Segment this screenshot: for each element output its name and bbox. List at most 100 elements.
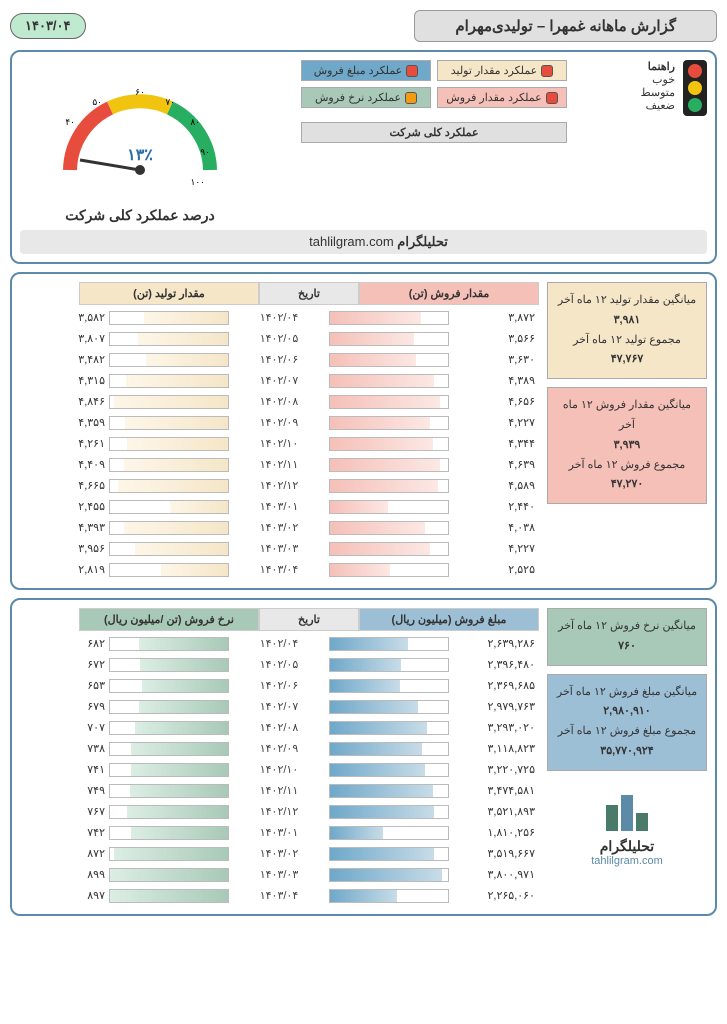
left-value: ۳,۵۸۲: [49, 311, 109, 324]
data-row: ۲,۶۳۹,۲۸۶۱۴۰۲/۰۴۶۸۲: [20, 633, 539, 654]
left-bar: [109, 563, 229, 577]
right-value: ۴,۳۸۹: [449, 374, 539, 387]
right-bar: [329, 395, 449, 409]
left-value: ۴,۳۱۵: [49, 374, 109, 387]
left-bar: [109, 458, 229, 472]
data-row: ۳,۲۲۰,۷۲۵۱۴۰۲/۱۰۷۴۱: [20, 759, 539, 780]
legend-sales-amt: عملکرد مبلغ فروش: [301, 60, 431, 81]
left-value: ۲,۴۵۵: [49, 500, 109, 513]
row-date: ۱۴۰۳/۰۳: [229, 542, 329, 555]
left-value: ۳,۹۵۶: [49, 542, 109, 555]
row-date: ۱۴۰۲/۱۲: [229, 479, 329, 492]
right-value: ۱,۸۱۰,۲۵۶: [449, 826, 539, 839]
qty-right-header: مقدار فروش (تن): [359, 282, 539, 305]
data-row: ۳,۸۰۰,۹۷۱۱۴۰۳/۰۳۸۹۹: [20, 864, 539, 885]
left-value: ۸۷۲: [49, 847, 109, 860]
data-row: ۴,۳۸۹۱۴۰۲/۰۷۴,۳۱۵: [20, 370, 539, 391]
row-date: ۱۴۰۲/۱۱: [229, 784, 329, 797]
right-value: ۳,۵۶۶: [449, 332, 539, 345]
right-bar: [329, 416, 449, 430]
svg-text:۷۰: ۷۰: [165, 97, 175, 107]
right-bar: [329, 721, 449, 735]
right-bar: [329, 805, 449, 819]
row-date: ۱۴۰۲/۰۹: [229, 742, 329, 755]
left-value: ۴,۳۹۳: [49, 521, 109, 534]
row-date: ۱۴۰۲/۰۴: [229, 637, 329, 650]
data-row: ۲,۳۶۹,۶۸۵۱۴۰۲/۰۶۶۵۳: [20, 675, 539, 696]
report-title: گزارش ماهانه غمهرا – تولیدی‌مهرام: [414, 10, 717, 42]
right-value: ۳,۸۷۲: [449, 311, 539, 324]
right-value: ۴,۰۳۸: [449, 521, 539, 534]
row-date: ۱۴۰۲/۱۰: [229, 437, 329, 450]
left-bar: [109, 679, 229, 693]
guide-medium: متوسط: [640, 86, 675, 99]
summary-box: میانگین مقدار فروش ۱۲ ماه آخر۳,۹۳۹مجموع …: [547, 387, 707, 504]
right-bar: [329, 500, 449, 514]
summary-box: میانگین مقدار تولید ۱۲ ماه آخر۳,۹۸۱مجموع…: [547, 282, 707, 379]
rate-chart: مبلغ فروش (میلیون ریال) تاریخ نرخ فروش (…: [20, 608, 539, 906]
right-value: ۳,۲۹۳,۰۲۰: [449, 721, 539, 734]
right-value: ۲,۹۷۹,۷۶۳: [449, 700, 539, 713]
row-date: ۱۴۰۲/۱۰: [229, 763, 329, 776]
left-bar: [109, 805, 229, 819]
left-bar: [109, 889, 229, 903]
traffic-light-icon: [683, 60, 707, 116]
right-bar: [329, 784, 449, 798]
left-bar: [109, 826, 229, 840]
right-value: ۲,۲۶۵,۰۶۰: [449, 889, 539, 902]
left-bar: [109, 479, 229, 493]
right-bar: [329, 742, 449, 756]
left-bar: [109, 332, 229, 346]
data-row: ۳,۱۱۸,۸۲۳ ۱۴۰۲/۰۹ ۷۳۸: [20, 738, 539, 759]
data-row: ۳,۸۷۲ ۱۴۰۲/۰۴ ۳,۵۸۲: [20, 307, 539, 328]
data-row: ۴,۶۳۹۱۴۰۲/۱۱۴,۴۰۹: [20, 454, 539, 475]
right-bar: [329, 826, 449, 840]
data-row: ۴,۰۳۸ ۱۴۰۳/۰۲ ۴,۳۹۳: [20, 517, 539, 538]
row-date: ۱۴۰۳/۰۱: [229, 826, 329, 839]
svg-text:۵۰: ۵۰: [92, 97, 102, 107]
row-date: ۱۴۰۳/۰۲: [229, 847, 329, 860]
right-bar: [329, 700, 449, 714]
header-panel: راهنما خوب متوسط ضعیف عملکرد مقدار تولید…: [10, 50, 717, 264]
left-bar: [109, 416, 229, 430]
left-value: ۴,۶۶۵: [49, 479, 109, 492]
left-value: ۶۵۳: [49, 679, 109, 692]
right-value: ۴,۲۲۷: [449, 542, 539, 555]
left-value: ۴,۴۰۹: [49, 458, 109, 471]
right-bar: [329, 868, 449, 882]
left-value: ۸۹۹: [49, 868, 109, 881]
svg-text:۴۰: ۴۰: [65, 117, 75, 127]
left-value: ۷۴۲: [49, 826, 109, 839]
row-date: ۱۴۰۲/۰۶: [229, 679, 329, 692]
data-row: ۲,۳۹۶,۴۸۰۱۴۰۲/۰۵۶۷۲: [20, 654, 539, 675]
right-bar: [329, 637, 449, 651]
guide-weak: ضعیف: [640, 99, 675, 112]
row-date: ۱۴۰۳/۰۴: [229, 889, 329, 902]
row-date: ۱۴۰۳/۰۳: [229, 868, 329, 881]
right-bar: [329, 658, 449, 672]
left-bar: [109, 721, 229, 735]
data-row: ۳,۶۳۰۱۴۰۲/۰۶۳,۴۸۲: [20, 349, 539, 370]
row-date: ۱۴۰۲/۰۴: [229, 311, 329, 324]
left-bar: [109, 521, 229, 535]
right-value: ۲,۴۴۰: [449, 500, 539, 513]
left-value: ۷۶۷: [49, 805, 109, 818]
left-value: ۴,۳۵۹: [49, 416, 109, 429]
right-value: ۳,۱۱۸,۸۲۳: [449, 742, 539, 755]
left-value: ۶۸۲: [49, 637, 109, 650]
left-value: ۴,۸۴۶: [49, 395, 109, 408]
right-bar: [329, 374, 449, 388]
svg-text:۱۳٪: ۱۳٪: [127, 147, 153, 164]
left-value: ۸۹۷: [49, 889, 109, 902]
left-value: ۷۳۸: [49, 742, 109, 755]
right-bar: [329, 437, 449, 451]
row-date: ۱۴۰۲/۱۲: [229, 805, 329, 818]
gauge-chart: ۱۳٪ ۱۰۰ ۹۰ ۸۰ ۷۰ ۶۰ ۵۰ ۴۰: [40, 60, 240, 200]
left-value: ۷۴۱: [49, 763, 109, 776]
legend-column: عملکرد مقدار تولید عملکرد مبلغ فروش عملک…: [270, 60, 567, 224]
legend-sales-rate: عملکرد نرخ فروش: [301, 87, 431, 108]
legend-prod-qty: عملکرد مقدار تولید: [437, 60, 567, 81]
row-date: ۱۴۰۳/۰۲: [229, 521, 329, 534]
left-bar: [109, 700, 229, 714]
left-bar: [109, 742, 229, 756]
